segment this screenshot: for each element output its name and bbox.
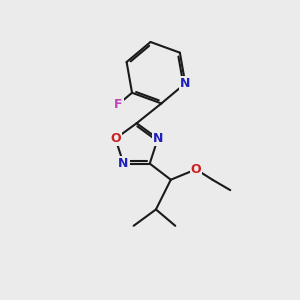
- Text: N: N: [180, 77, 190, 90]
- Text: N: N: [153, 132, 163, 145]
- Text: F: F: [114, 98, 123, 111]
- Text: N: N: [118, 157, 129, 170]
- Text: O: O: [191, 163, 201, 176]
- Text: O: O: [110, 132, 121, 145]
